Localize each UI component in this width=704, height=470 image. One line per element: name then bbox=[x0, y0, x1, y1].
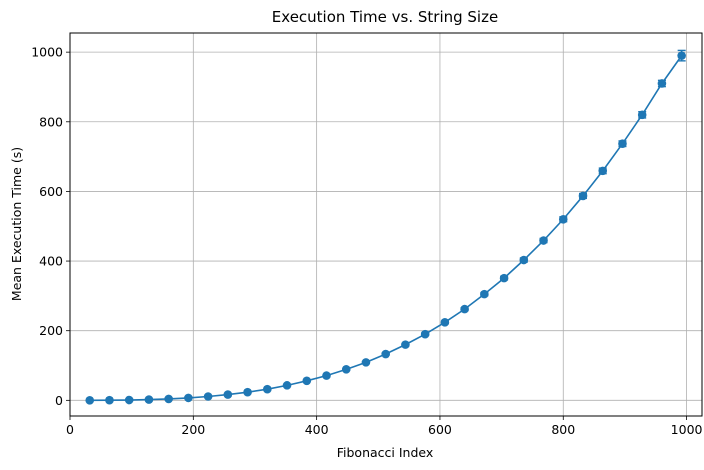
data-point bbox=[401, 340, 410, 349]
data-point bbox=[203, 392, 213, 401]
x-axis-label: Fibonacci Index bbox=[337, 445, 434, 460]
data-point bbox=[519, 255, 529, 265]
data-point bbox=[184, 393, 193, 403]
data-point bbox=[657, 79, 667, 88]
data-point bbox=[460, 304, 469, 314]
x-tick-label: 0 bbox=[66, 422, 74, 437]
y-tick-label: 800 bbox=[39, 114, 63, 129]
data-point bbox=[85, 396, 95, 405]
data-point bbox=[341, 365, 351, 374]
x-tick-label: 800 bbox=[551, 422, 575, 437]
data-point bbox=[637, 110, 647, 120]
data-point bbox=[677, 51, 686, 60]
x-tick-label: 1000 bbox=[671, 422, 703, 437]
data-point bbox=[618, 139, 627, 149]
data-point bbox=[420, 329, 430, 339]
data-point bbox=[598, 166, 608, 176]
data-point bbox=[322, 371, 331, 380]
data-point bbox=[558, 214, 568, 224]
data-point bbox=[578, 191, 588, 201]
series-line bbox=[89, 55, 683, 402]
plot-frame bbox=[69, 32, 703, 417]
chart-title: Execution Time vs. String Size bbox=[272, 8, 498, 26]
y-tick-label: 1000 bbox=[31, 45, 63, 60]
y-tick-label: 0 bbox=[55, 393, 63, 408]
data-point bbox=[302, 376, 312, 386]
y-axis-label: Mean Execution Time (s) bbox=[9, 147, 24, 301]
x-axis: 0 200 400 600 800 1000 bbox=[66, 416, 703, 437]
y-axis: 0 200 400 600 800 1000 bbox=[31, 45, 70, 408]
data-point bbox=[282, 381, 292, 390]
x-tick-label: 200 bbox=[181, 422, 205, 437]
y-tick-label: 600 bbox=[39, 184, 63, 199]
data-point bbox=[124, 395, 134, 405]
data-point bbox=[263, 384, 272, 394]
data-point bbox=[243, 387, 252, 397]
y-tick-label: 200 bbox=[39, 323, 63, 338]
data-point bbox=[361, 358, 371, 367]
data-point bbox=[480, 289, 489, 299]
data-point bbox=[499, 273, 509, 283]
y-tick-label: 400 bbox=[39, 254, 63, 269]
x-tick-label: 400 bbox=[305, 422, 329, 437]
data-point bbox=[164, 394, 173, 404]
data-point bbox=[144, 395, 154, 404]
data-point bbox=[539, 236, 548, 245]
grid bbox=[69, 33, 702, 416]
data-point bbox=[105, 395, 114, 405]
x-tick-label: 600 bbox=[428, 422, 452, 437]
data-point bbox=[440, 318, 450, 327]
data-point bbox=[223, 390, 233, 399]
series-layer bbox=[85, 49, 686, 405]
data-point bbox=[381, 349, 390, 359]
